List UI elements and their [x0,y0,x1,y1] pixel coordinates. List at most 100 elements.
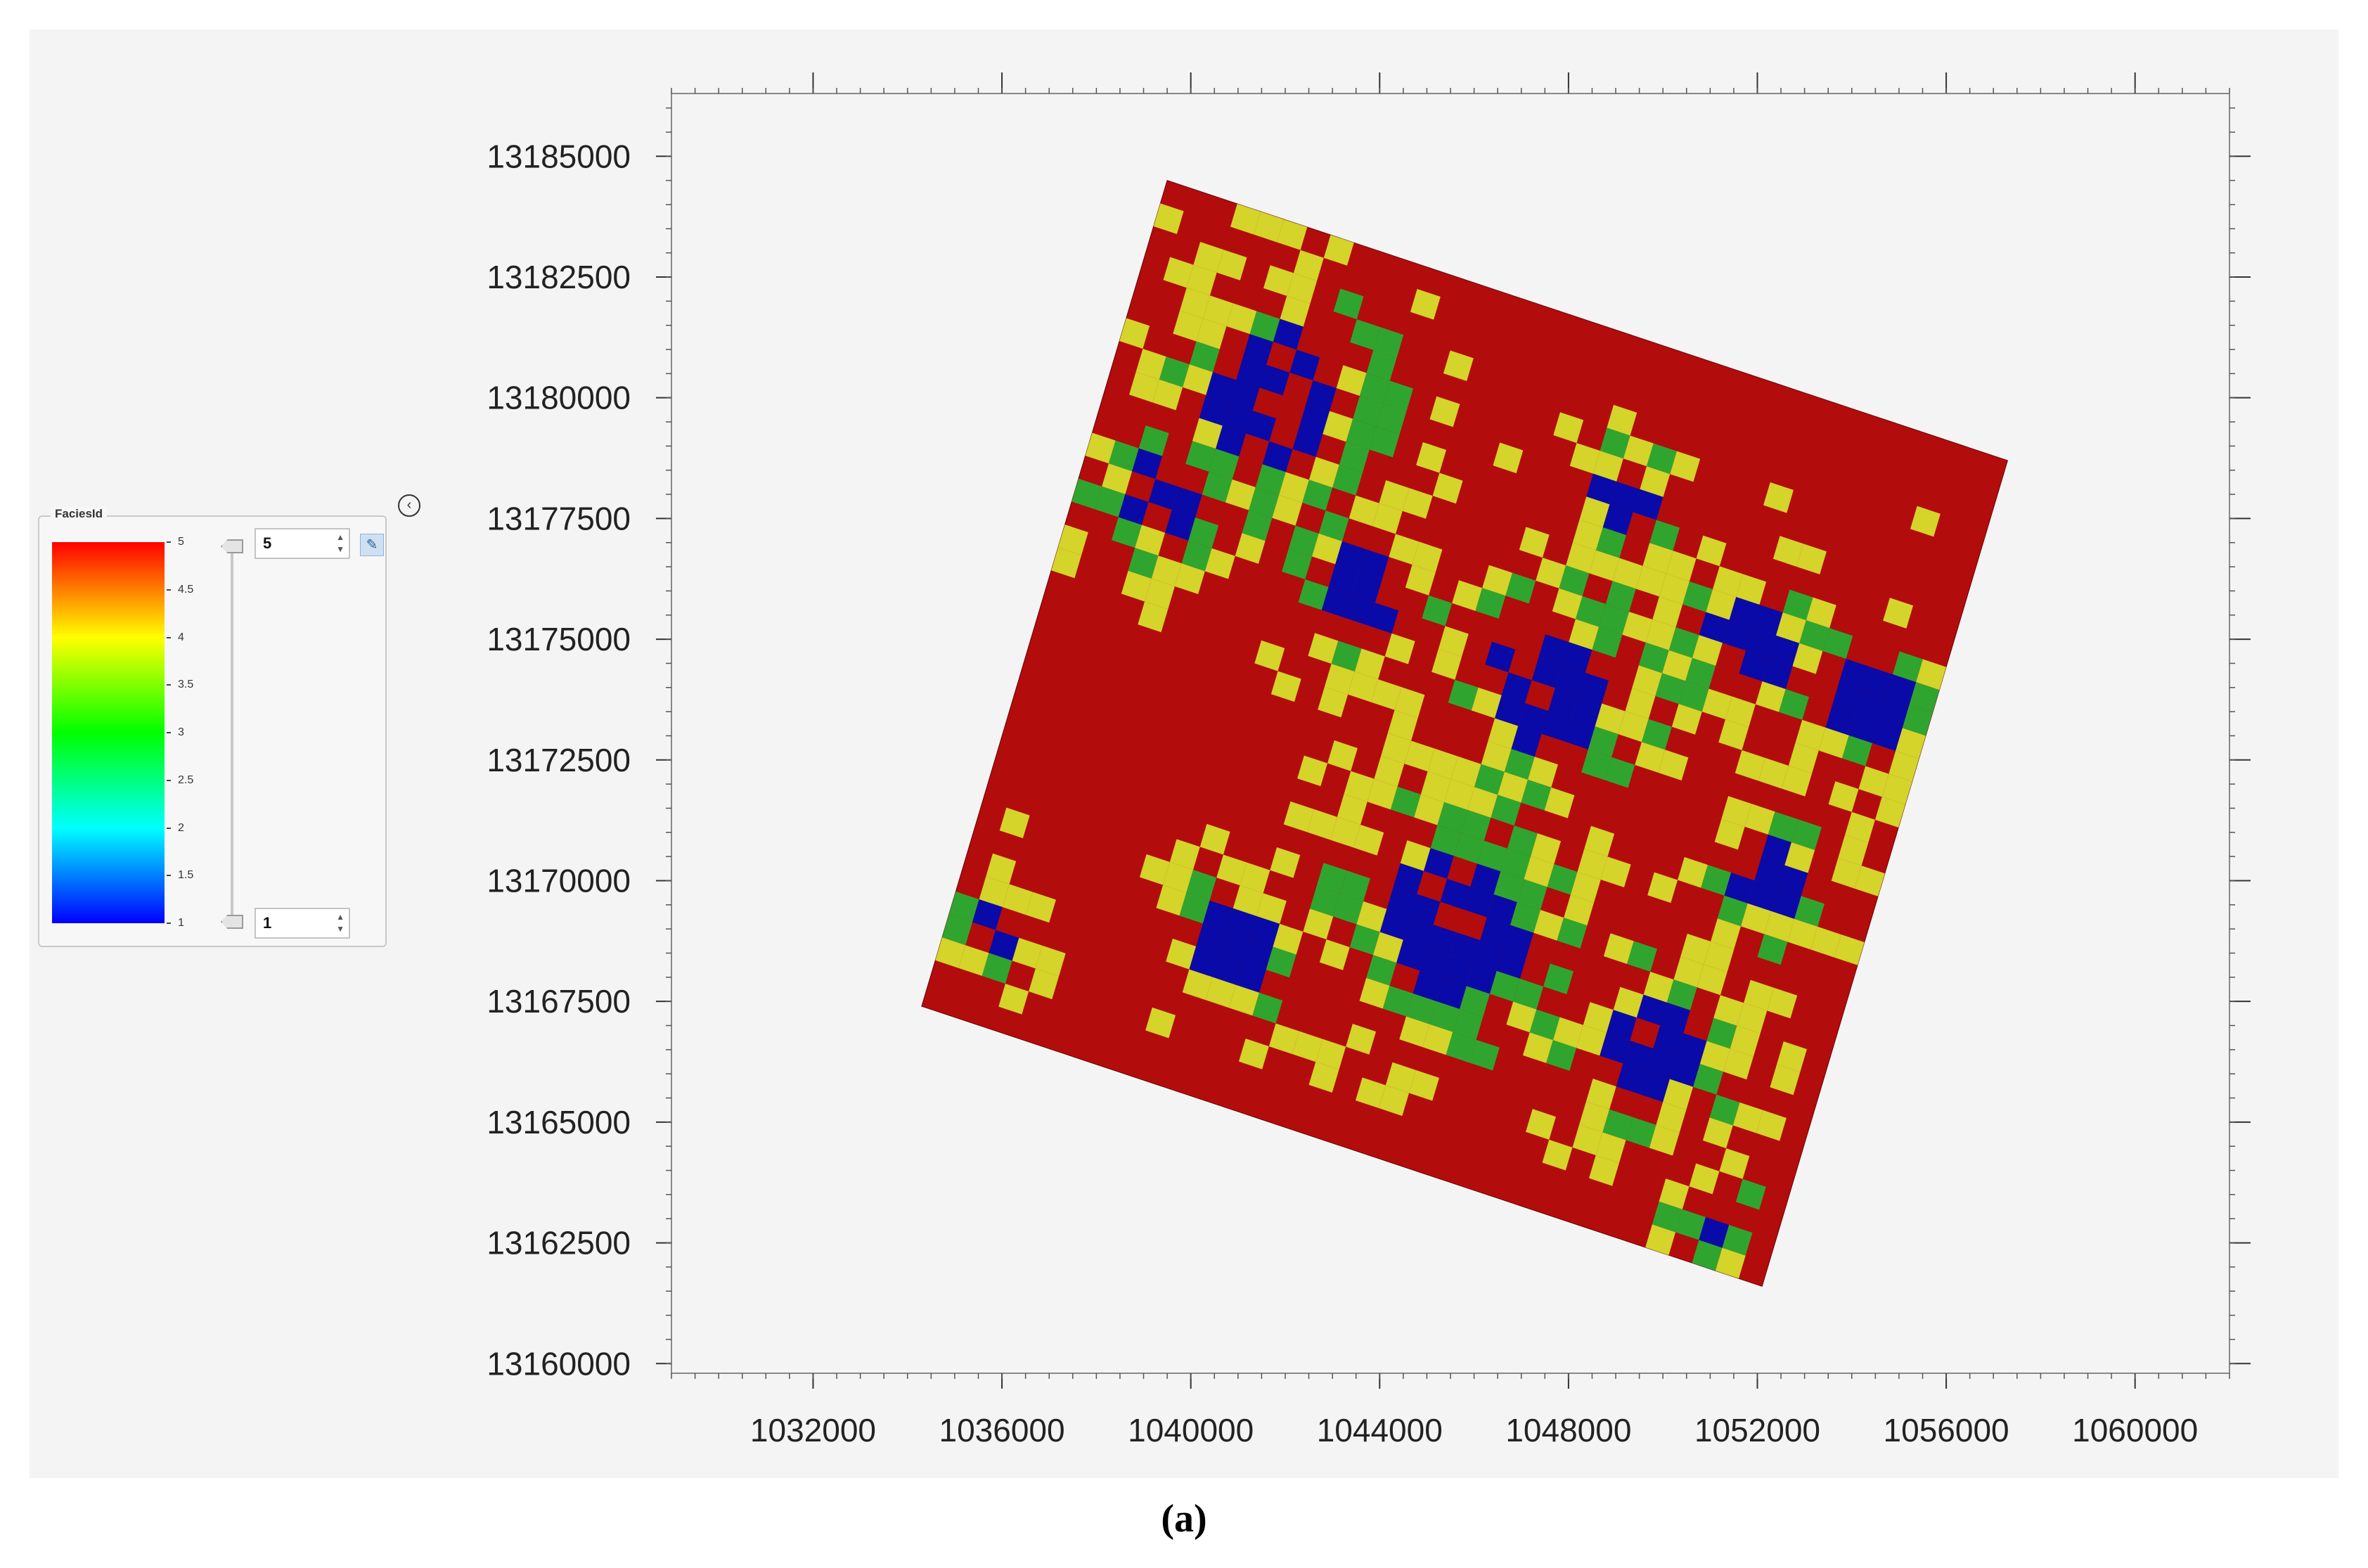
facies-cell [1312,533,1342,565]
facies-cell [1216,250,1247,281]
facies-cell [1460,986,1490,1017]
facies-cell [1600,856,1631,888]
facies-cell [1272,494,1303,526]
facies-cell [1625,688,1656,719]
facies-cell [1323,411,1353,442]
facies-cell [1337,794,1368,825]
facies-cell [1346,418,1377,450]
facies-cell [1394,687,1425,718]
facies-cell [1732,1102,1763,1133]
facies-cell [1128,548,1159,579]
facies-cell [1706,1017,1737,1049]
facies-cell [1189,946,1220,977]
facies-cell [1387,709,1418,741]
facies-cell [1524,856,1555,887]
facies-cell [1450,756,1481,788]
facies-cell [1414,794,1445,825]
facies-cell [1259,364,1290,396]
facies-cell [1324,663,1355,695]
facies-cell [1566,542,1597,574]
facies-cell [1762,658,1793,690]
y-tick-label: 13165000 [487,1104,631,1140]
facies-cell [1427,748,1458,780]
facies-cell [1699,1041,1730,1072]
facies-cell [1339,870,1370,901]
min-value-spinbox[interactable]: 1 ▲ ▼ [255,908,350,939]
spin-arrows-icon[interactable]: ▲ ▼ [336,532,345,554]
facies-cell [1188,518,1219,548]
facies-cell [1910,506,1941,537]
facies-cell [1858,766,1889,797]
facies-cell [1193,241,1224,273]
facies-cell [1072,478,1102,510]
facies-cell [1640,466,1671,497]
min-slider-handle[interactable] [221,915,243,929]
spin-arrows-icon[interactable]: ▲ ▼ [336,912,345,934]
x-tick-label: 1056000 [1884,1412,2009,1448]
facies-cell [1400,840,1431,871]
facies-cell [1486,894,1517,925]
facies-cell [1874,797,1905,828]
facies-cell [1531,657,1562,688]
facies-cell [1810,926,1841,958]
edit-colormap-button[interactable]: ✎ [360,534,384,556]
facies-cell [1351,572,1382,603]
facies-cell [998,983,1029,1015]
facies-cell [1669,1056,1700,1087]
facies-cell [1533,910,1564,941]
facies-cell [1383,380,1414,412]
facies-cell [1519,527,1550,558]
facies-cell [1559,565,1590,596]
range-slider-track[interactable] [231,546,233,919]
facies-cell [1570,871,1601,903]
facies-cell [1181,540,1212,572]
facies-cell [1831,858,1862,889]
colorbar-tick-mark [167,541,171,543]
facies-cell [1692,635,1723,666]
collapse-legend-button[interactable]: ‹ [398,494,420,517]
facies-cell [1148,479,1179,510]
facies-cell [1482,565,1513,596]
facies-cell [1299,403,1330,435]
facies-cell [1327,740,1358,771]
facies-cell [1289,349,1320,380]
facies-cell [1280,295,1311,327]
facies-cell [1828,781,1859,812]
facies-cell [1616,1063,1647,1095]
facies-cell [1552,588,1583,619]
facies-cell [1029,968,1060,1000]
facies-cell [1772,536,1803,567]
facies-cell [1659,573,1690,605]
facies-cell [1848,712,1879,743]
facies-cell [1452,580,1483,611]
x-tick-label: 1052000 [1694,1412,1820,1448]
facies-cell [1205,977,1236,1008]
facies-cell [1782,765,1813,797]
facies-cell [1529,1009,1560,1041]
facies-cell [1166,938,1197,970]
facies-cell [1739,650,1770,681]
edit-icon: ✎ [366,537,378,553]
facies-cell [1682,581,1713,612]
facies-cell [1185,441,1216,472]
facies-cell [1402,488,1433,519]
facies-cell [1128,371,1159,403]
facies-cell [1606,1010,1637,1041]
facies-cell [1471,687,1502,719]
facies-cell [1542,1139,1573,1171]
facies-cell [972,899,1003,930]
facies-cell [1627,941,1657,972]
facies-cell [1196,923,1227,955]
facies-cell [1623,1040,1654,1072]
facies-cell [1521,779,1552,811]
max-slider-handle[interactable] [221,539,243,553]
facies-cell [1266,946,1296,978]
facies-cell [1394,863,1424,894]
max-value-spinbox[interactable]: 5 ▲ ▼ [255,528,350,559]
facies-cell [1450,932,1481,963]
facies-cell [1409,1069,1439,1101]
facies-cell [1460,809,1491,841]
facies-cell [1744,979,1774,1011]
facies-cell [1379,908,1410,940]
facies-cell [1372,503,1403,534]
